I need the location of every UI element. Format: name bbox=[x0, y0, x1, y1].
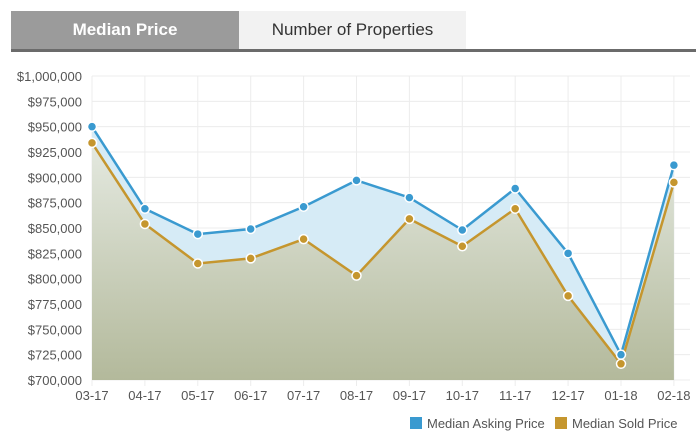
asking-line bbox=[90, 125, 676, 359]
sold-point bbox=[192, 258, 204, 269]
asking-point bbox=[668, 159, 680, 171]
sold-point bbox=[615, 358, 627, 370]
sold-point bbox=[668, 177, 680, 188]
sold-point bbox=[457, 240, 468, 252]
asking-point bbox=[404, 192, 415, 203]
asking-point bbox=[562, 248, 574, 259]
x-tick-label: 11-17 bbox=[499, 388, 531, 403]
legend-swatch-sold bbox=[555, 417, 567, 429]
x-tick-label: 09-17 bbox=[393, 388, 426, 403]
y-tick-label: $900,000 bbox=[28, 170, 82, 185]
x-tick-label: 03-17 bbox=[75, 388, 108, 403]
asking-point bbox=[86, 121, 98, 132]
sold-point bbox=[245, 253, 256, 264]
y-tick-label: $875,000 bbox=[28, 196, 82, 211]
sold-point bbox=[562, 290, 574, 302]
y-tick-label: $775,000 bbox=[28, 297, 82, 312]
sold-point bbox=[86, 137, 98, 149]
sold-point bbox=[509, 203, 521, 214]
x-tick-label: 01-18 bbox=[604, 388, 637, 403]
y-tick-label: $800,000 bbox=[28, 272, 82, 287]
y-tick-label: $725,000 bbox=[28, 348, 82, 363]
legend-swatch-asking bbox=[410, 417, 422, 429]
y-tick-label: $850,000 bbox=[28, 221, 82, 236]
y-tick-label: $825,000 bbox=[28, 246, 82, 261]
asking-point bbox=[192, 228, 204, 240]
x-tick-label: 07-17 bbox=[287, 388, 320, 403]
x-tick-label: 12-17 bbox=[551, 388, 584, 403]
asking-point bbox=[351, 175, 362, 186]
asking-point bbox=[245, 223, 256, 235]
x-tick-label: 08-17 bbox=[340, 388, 373, 403]
sold-line bbox=[90, 142, 676, 367]
tab-bar: Median Price Number of Properties bbox=[11, 11, 696, 52]
x-tick-label: 10-17 bbox=[446, 388, 479, 403]
x-tick-label: 04-17 bbox=[128, 388, 161, 403]
y-tick-label: $925,000 bbox=[28, 145, 82, 160]
legend-label-asking[interactable]: Median Asking Price bbox=[427, 416, 545, 431]
y-tick-label: $700,000 bbox=[28, 373, 82, 388]
tab-number-of-properties[interactable]: Number of Properties bbox=[239, 11, 466, 49]
sold-point bbox=[139, 218, 151, 230]
asking-point bbox=[457, 224, 468, 236]
sold-area bbox=[92, 142, 674, 380]
sold-point bbox=[298, 233, 309, 245]
asking-point bbox=[139, 203, 151, 214]
asking-point bbox=[509, 183, 521, 194]
legend-label-sold[interactable]: Median Sold Price bbox=[572, 416, 678, 431]
x-tick-label: 02-18 bbox=[657, 388, 690, 403]
tab-median-price[interactable]: Median Price bbox=[11, 11, 239, 49]
y-tick-label: $1,000,000 bbox=[17, 69, 82, 84]
sold-point bbox=[404, 213, 415, 225]
y-tick-label: $950,000 bbox=[28, 120, 82, 135]
asking-point bbox=[298, 201, 309, 212]
y-tick-label: $975,000 bbox=[28, 94, 82, 109]
x-tick-label: 06-17 bbox=[234, 388, 267, 403]
asking-point bbox=[615, 349, 627, 360]
sold-point bbox=[351, 270, 362, 281]
y-tick-label: $750,000 bbox=[28, 322, 82, 337]
x-tick-label: 05-17 bbox=[181, 388, 214, 403]
